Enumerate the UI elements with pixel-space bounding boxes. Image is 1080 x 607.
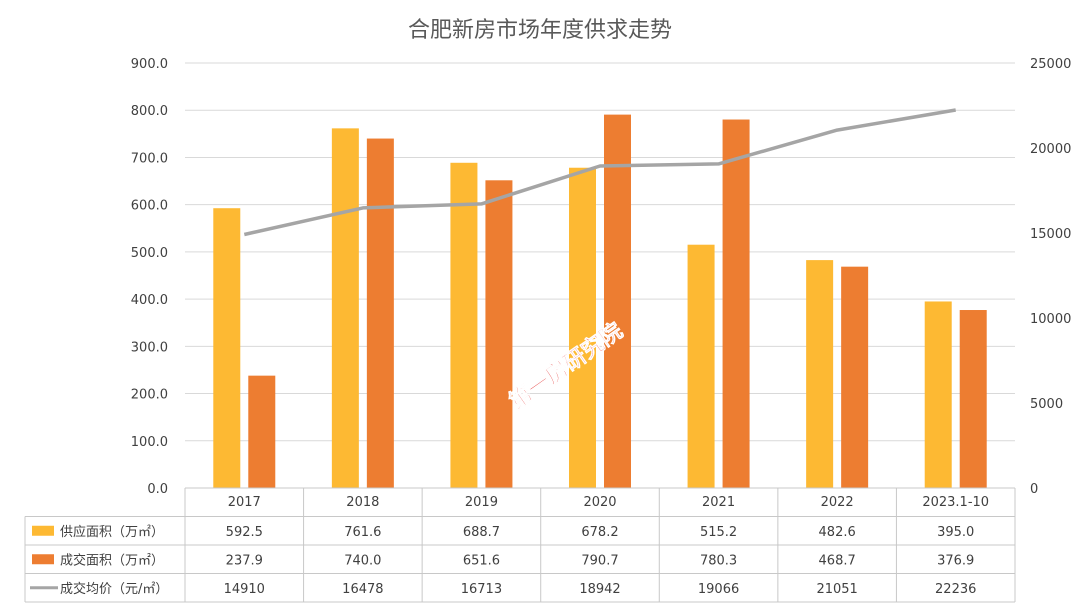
deal-bar (248, 375, 276, 488)
table-cell: 16713 (461, 582, 502, 597)
table-cell: 740.0 (344, 553, 381, 568)
deal-bar (959, 310, 987, 488)
table-cell: 482.6 (819, 525, 856, 540)
price-line (243, 108, 956, 237)
table-cell: 21051 (816, 582, 857, 597)
supply-bar (450, 162, 478, 488)
y-left-tick-label: 500.0 (131, 246, 168, 261)
table-cell: 761.6 (344, 525, 381, 540)
table-cell: 237.9 (226, 553, 263, 568)
deal-bar (366, 138, 394, 489)
deal-bar (485, 180, 513, 489)
y-right-tick-label: 25000 (1030, 57, 1071, 72)
y-left-tick-label: 200.0 (131, 388, 168, 403)
x-tick-label: 2021 (702, 495, 735, 510)
y-left-tick-label: 300.0 (131, 340, 168, 355)
supply-bar (687, 244, 715, 488)
gridlines (185, 62, 1015, 489)
x-tick-label: 2017 (228, 495, 261, 510)
legend-label: 成交面积（万㎡） (60, 552, 164, 568)
supply-bar (569, 167, 596, 488)
y-left-tick-label: 0.0 (147, 482, 168, 497)
y-right-tick-label: 10000 (1030, 312, 1071, 327)
y-left-tick-label: 600.0 (131, 199, 168, 214)
table-cell: 395.0 (937, 525, 974, 540)
table-cell: 688.7 (463, 525, 500, 540)
deal-bar (841, 266, 869, 488)
deal-bar (604, 114, 631, 488)
x-tick-label: 2020 (583, 495, 616, 510)
price-series-line (243, 108, 956, 237)
table-cell: 780.3 (700, 553, 737, 568)
y-left-tick-label: 100.0 (131, 435, 168, 450)
table-cell: 468.7 (819, 553, 856, 568)
table-cell: 19066 (698, 582, 739, 597)
supply-bar (924, 301, 952, 488)
legend-label: 供应面积（万㎡） (60, 524, 164, 540)
table-cell: 592.5 (226, 525, 263, 540)
table-cell: 790.7 (581, 553, 618, 568)
y-left-tick-label: 800.0 (131, 104, 168, 119)
table-cell: 22236 (935, 582, 976, 597)
table-cell: 16478 (342, 582, 383, 597)
data-table: 2017 2018 2019 2020 2021 2022 2023.1-10 供应面积（万㎡… (24, 487, 1016, 603)
table-cell: 515.2 (700, 525, 737, 540)
supply-bar (331, 128, 359, 488)
y-left-tick-label: 900.0 (131, 57, 168, 72)
table-cell: 651.6 (463, 553, 500, 568)
chart-title: 合肥新房市场年度供求走势 (408, 18, 672, 43)
x-tick-label: 2023.1-10 (922, 495, 989, 510)
table-cell: 14910 (224, 582, 265, 597)
y-right-tick-label: 5000 (1030, 397, 1063, 412)
table-cell: 376.9 (937, 553, 974, 568)
supply-bar (213, 208, 241, 489)
x-tick-label: 2022 (821, 495, 854, 510)
bars (213, 114, 987, 489)
x-tick-label: 2018 (346, 495, 379, 510)
y-right-tick-label: 0 (1030, 482, 1038, 497)
legend-swatch (32, 525, 54, 536)
table-cell: 678.2 (581, 525, 618, 540)
table-cell: 18942 (579, 582, 620, 597)
axes: 0.0 100.0 200.0 300.0 400.0 500.0 600.0 700.0 80… (131, 57, 1072, 497)
y-left-tick-label: 700.0 (131, 151, 168, 166)
legend-swatch (32, 554, 54, 565)
legend-label: 成交均价（元/㎡） (60, 581, 168, 597)
y-left-tick-label: 400.0 (131, 293, 168, 308)
supply-bar (806, 260, 834, 488)
deal-bar (722, 119, 750, 489)
y-right-tick-label: 15000 (1030, 227, 1071, 242)
y-right-tick-label: 20000 (1030, 142, 1071, 157)
x-tick-label: 2019 (465, 495, 498, 510)
